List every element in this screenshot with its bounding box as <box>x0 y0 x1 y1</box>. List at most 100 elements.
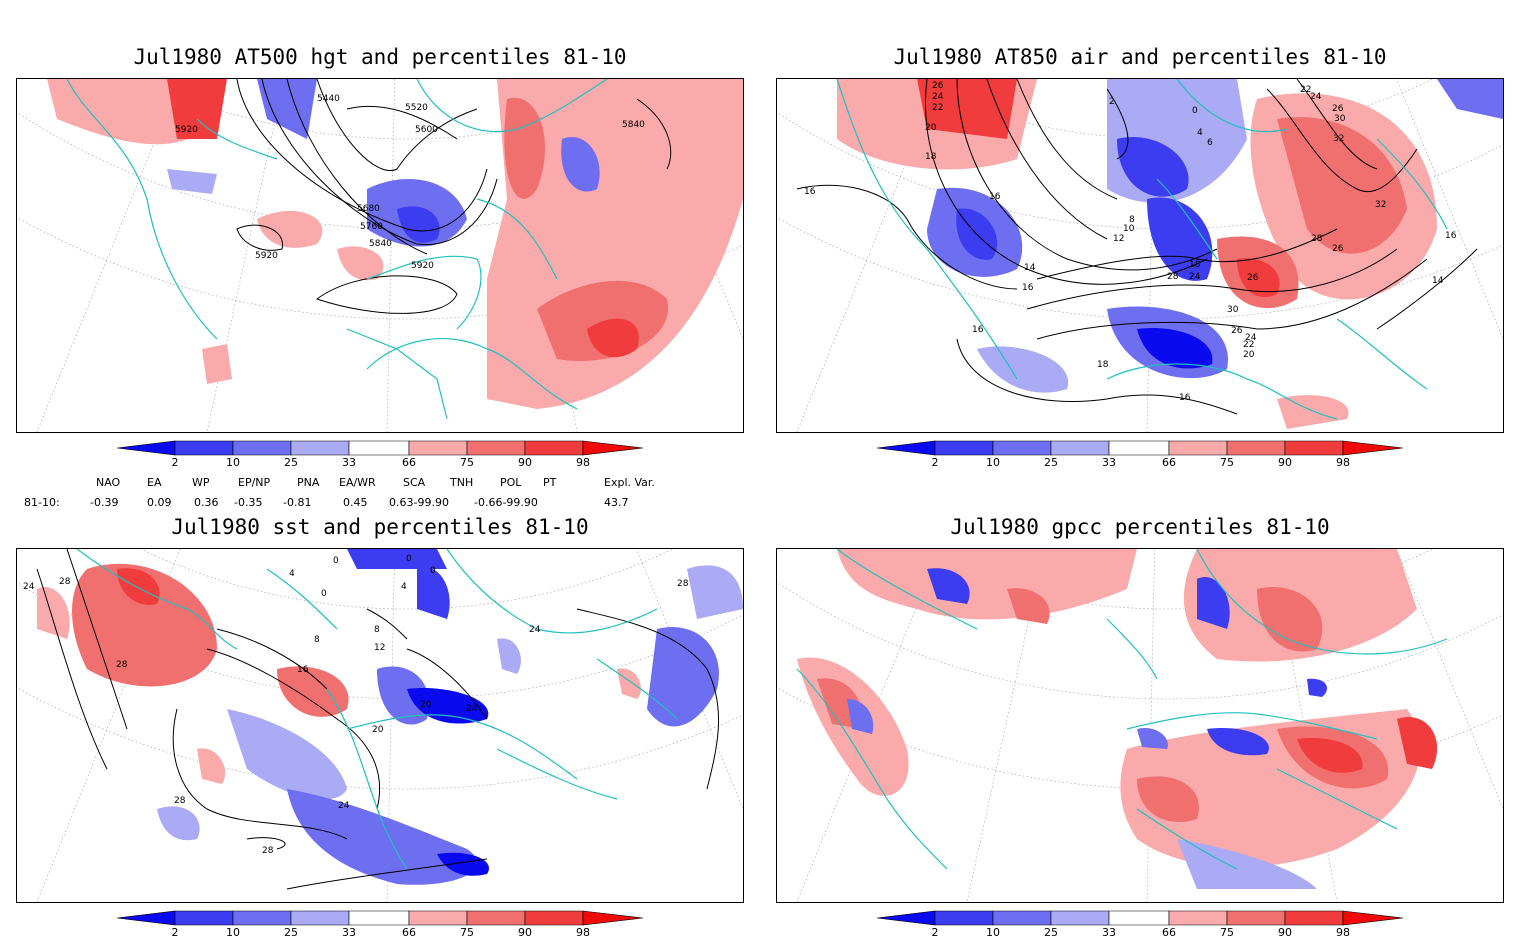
svg-text:20: 20 <box>420 700 432 710</box>
index-value-nao: -0.39 <box>90 496 119 509</box>
svg-text:28: 28 <box>59 577 71 587</box>
colorbar-segment <box>1226 440 1286 456</box>
index-header-pna: PNA <box>297 476 320 489</box>
colorbar-segment <box>116 910 176 926</box>
svg-text:4: 4 <box>401 582 407 592</box>
svg-text:8: 8 <box>314 635 320 645</box>
svg-text:5600: 5600 <box>415 125 438 135</box>
colorbar-segment <box>466 910 526 926</box>
index-header-pt: PT <box>543 476 557 489</box>
svg-text:0: 0 <box>321 589 327 599</box>
svg-text:26: 26 <box>932 81 944 91</box>
svg-text:12: 12 <box>374 643 385 653</box>
svg-text:5920: 5920 <box>175 125 198 135</box>
map-panel-air850: 26 24 22 20 18 16 16 14 16 12 10 8 2 0 4… <box>776 78 1504 433</box>
svg-text:5840: 5840 <box>369 239 392 249</box>
colorbar-bottom-right <box>876 910 1404 926</box>
colorbar-top-left <box>116 440 644 456</box>
panel-1-title: Jul1980 AT500 hgt and percentiles 81-10 <box>133 45 627 69</box>
svg-text:4: 4 <box>1197 128 1203 138</box>
index-header-tnh: TNH <box>450 476 474 489</box>
svg-text:16: 16 <box>1179 393 1191 403</box>
colorbar-segment <box>582 910 644 926</box>
svg-text:20: 20 <box>1243 350 1255 360</box>
svg-text:28: 28 <box>1311 234 1323 244</box>
svg-text:24: 24 <box>23 582 35 592</box>
svg-text:26: 26 <box>1247 273 1259 283</box>
index-header-wp: WP <box>192 476 210 489</box>
svg-text:32: 32 <box>1333 134 1344 144</box>
svg-text:5440: 5440 <box>317 94 340 104</box>
svg-text:24: 24 <box>1245 333 1257 343</box>
svg-text:24: 24 <box>338 801 350 811</box>
index-header-epnp: EP/NP <box>238 476 271 489</box>
temperature-contours <box>796 79 1478 415</box>
svg-text:20: 20 <box>372 725 384 735</box>
colorbar-segment <box>174 440 234 456</box>
svg-text:0: 0 <box>430 566 436 576</box>
colorbar-segment <box>582 440 644 456</box>
svg-text:16: 16 <box>804 187 816 197</box>
panel-3-title: Jul1980 sst and percentiles 81-10 <box>171 515 589 539</box>
colorbar-segment <box>290 910 350 926</box>
svg-text:24: 24 <box>529 625 541 635</box>
precip-percentile-shading <box>797 549 1438 889</box>
colorbar-segment <box>290 440 350 456</box>
svg-text:32: 32 <box>1375 200 1386 210</box>
svg-text:6: 6 <box>1207 138 1213 148</box>
svg-text:18: 18 <box>1097 360 1109 370</box>
colorbar-segment <box>524 440 584 456</box>
svg-text:18: 18 <box>1189 260 1201 270</box>
index-value-explvar: 43.7 <box>604 496 629 509</box>
svg-text:5840: 5840 <box>622 120 645 130</box>
svg-text:5920: 5920 <box>411 261 434 271</box>
svg-text:26: 26 <box>1332 244 1344 254</box>
index-value-eawr: 0.45 <box>343 496 368 509</box>
index-header-eawr: EA/WR <box>339 476 376 489</box>
colorbar-segment <box>1226 910 1286 926</box>
teleconnection-indices-table: NAO EA WP EP/NP PNA EA/WR SCA TNH POL PT… <box>20 474 740 514</box>
percentile-shading <box>837 79 1503 429</box>
coastlines <box>836 79 1448 420</box>
percentile-shading <box>37 549 743 885</box>
colorbar-segment <box>116 440 176 456</box>
colorbar-top-right <box>876 440 1404 456</box>
svg-text:20: 20 <box>925 123 937 133</box>
svg-text:16: 16 <box>1022 283 1034 293</box>
svg-text:12: 12 <box>1113 234 1124 244</box>
index-row-label: 81-10: <box>24 496 60 509</box>
map-panel-sst: 24 28 28 0 0 4 0 4 0 8 8 12 16 20 20 24 … <box>16 548 744 903</box>
svg-text:24: 24 <box>1310 92 1322 102</box>
svg-text:5760: 5760 <box>360 222 383 232</box>
colorbar-segment <box>1168 910 1228 926</box>
svg-text:30: 30 <box>1334 114 1346 124</box>
svg-text:28: 28 <box>116 660 128 670</box>
svg-text:0: 0 <box>333 556 339 566</box>
colorbar-top-left-labels: 2 10 25 33 66 75 90 98 <box>171 456 591 469</box>
svg-text:16: 16 <box>297 665 309 675</box>
percentile-shading <box>47 79 743 409</box>
svg-text:5520: 5520 <box>405 103 428 113</box>
panel-2-title: Jul1980 AT850 air and percentiles 81-10 <box>893 45 1387 69</box>
svg-text:0: 0 <box>1192 106 1198 116</box>
colorbar-segment <box>1108 910 1170 926</box>
svg-text:26: 26 <box>1332 104 1344 114</box>
colorbar-segment <box>408 440 468 456</box>
index-value-sca-tnh: 0.63-99.90 <box>389 496 449 509</box>
svg-text:22: 22 <box>1300 85 1311 95</box>
colorbar-segment <box>524 910 584 926</box>
index-value-pna: -0.81 <box>283 496 312 509</box>
index-header-ea: EA <box>147 476 162 489</box>
svg-text:14: 14 <box>1024 263 1036 273</box>
colorbar-segment <box>348 440 410 456</box>
svg-text:18: 18 <box>925 152 937 162</box>
colorbar-segment <box>992 910 1052 926</box>
coastlines <box>796 549 1448 870</box>
svg-text:10: 10 <box>1123 224 1135 234</box>
svg-text:26: 26 <box>1231 326 1243 336</box>
svg-text:5920: 5920 <box>255 251 278 261</box>
svg-text:16: 16 <box>989 192 1001 202</box>
colorbar-segment <box>1284 440 1344 456</box>
svg-text:2: 2 <box>1109 97 1115 107</box>
polar-grid <box>17 549 743 902</box>
